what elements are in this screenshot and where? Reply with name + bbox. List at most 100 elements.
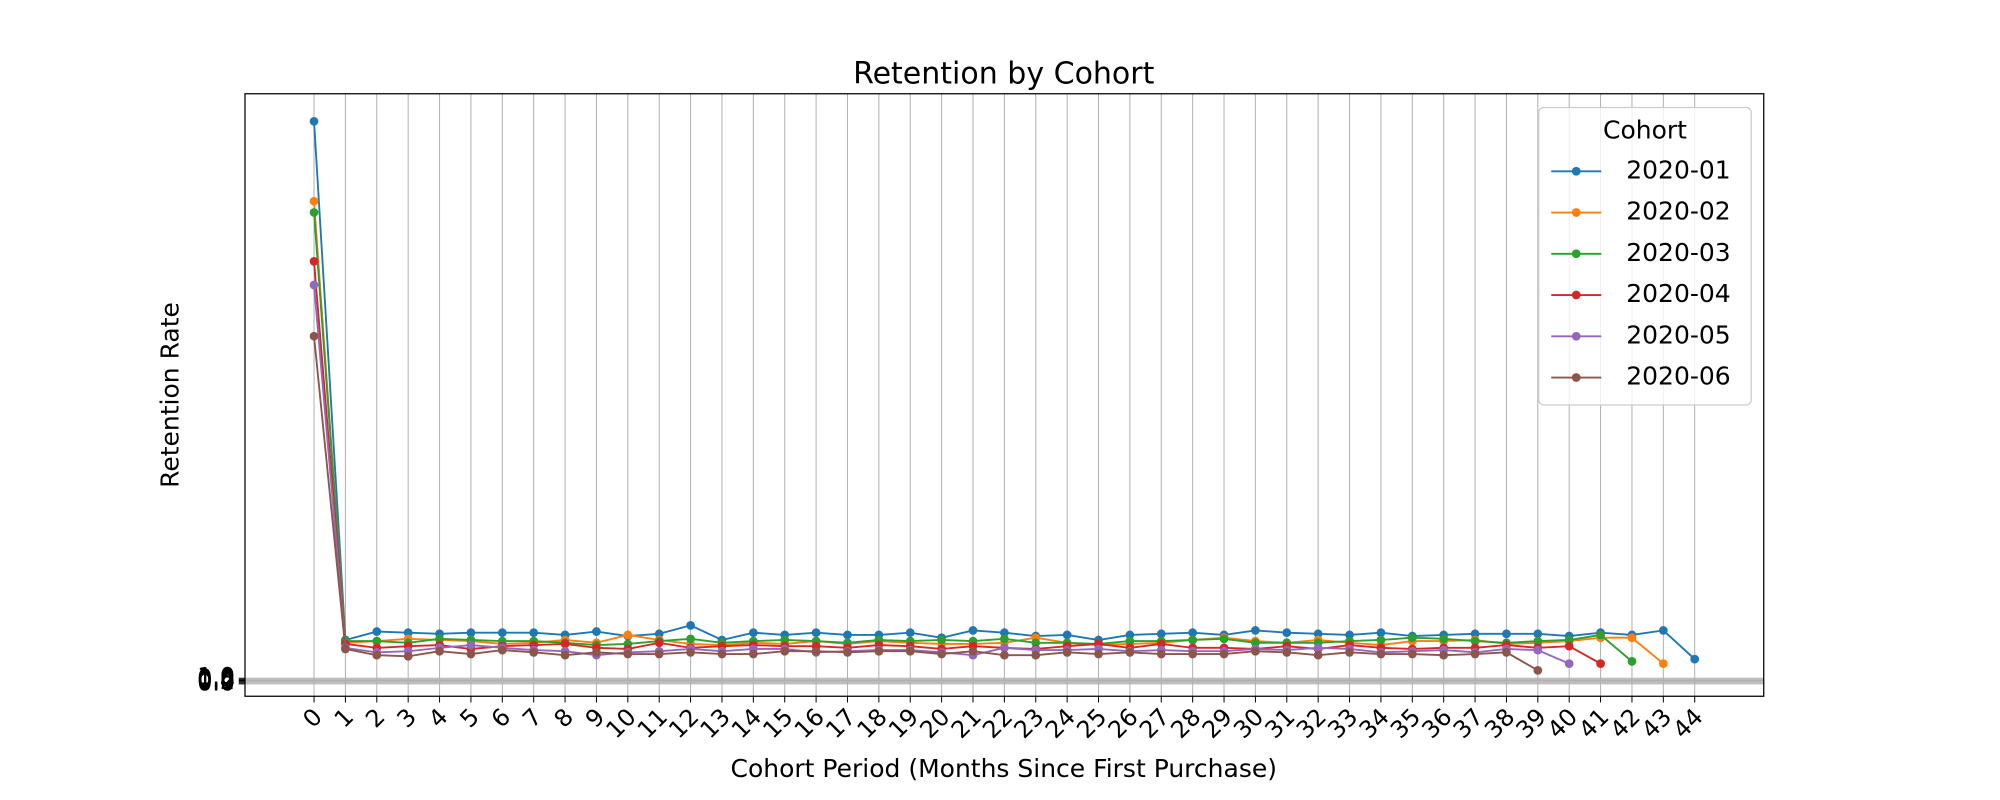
data-point	[623, 649, 633, 659]
legend-marker	[1571, 290, 1581, 300]
data-point	[686, 620, 695, 630]
data-point	[1345, 630, 1354, 640]
y-tick-label: 0.2	[197, 667, 235, 695]
chart-title: Retention by Cohort	[853, 57, 1155, 92]
data-point	[654, 629, 664, 639]
data-point	[1251, 626, 1260, 635]
data-point	[937, 649, 946, 659]
data-point	[968, 626, 978, 635]
y-tick-label: 0.6	[197, 665, 235, 693]
legend-label: 2020-06	[1626, 362, 1730, 391]
data-point	[654, 649, 664, 659]
x-axis-label: Cohort Period (Months Since First Purcha…	[731, 754, 1277, 783]
legend-label: 2020-03	[1626, 238, 1730, 267]
data-point	[1407, 633, 1417, 643]
data-point	[1156, 649, 1166, 659]
legend-box	[1538, 106, 1752, 406]
data-point	[843, 647, 852, 657]
data-point	[1282, 647, 1292, 657]
data-point	[748, 628, 758, 638]
legend-label: 2020-04	[1626, 279, 1730, 308]
data-point	[1658, 659, 1668, 668]
data-point	[1282, 628, 1292, 638]
data-point	[1313, 650, 1323, 660]
data-point	[1502, 647, 1511, 657]
data-point	[1000, 650, 1009, 660]
data-point	[686, 634, 695, 644]
data-point	[341, 644, 350, 654]
data-point	[1313, 643, 1323, 653]
data-point	[1470, 629, 1480, 639]
data-point	[780, 635, 790, 645]
data-point	[1470, 636, 1480, 646]
data-point	[1502, 629, 1511, 639]
data-point	[497, 645, 507, 655]
data-point	[466, 649, 476, 659]
data-point	[1188, 649, 1198, 659]
data-point	[1345, 647, 1354, 657]
y-tick-label: 0.4	[197, 666, 235, 694]
data-point	[309, 257, 319, 266]
data-point	[560, 639, 570, 649]
data-point	[1188, 628, 1198, 638]
data-point	[1219, 634, 1229, 644]
y-tick-label: 0.0	[197, 668, 235, 696]
data-point	[1533, 636, 1543, 646]
data-point	[466, 628, 476, 638]
data-point	[1627, 656, 1637, 666]
data-point	[1376, 635, 1386, 645]
data-point	[309, 196, 319, 206]
data-point	[1062, 647, 1072, 657]
data-point	[1533, 645, 1543, 655]
data-point	[1533, 665, 1543, 675]
legend-marker	[1571, 373, 1581, 382]
data-point	[1564, 659, 1574, 668]
data-point	[1439, 634, 1449, 644]
data-point	[1658, 626, 1668, 635]
data-point	[1251, 646, 1260, 656]
data-point	[1188, 635, 1198, 645]
data-point	[623, 630, 633, 640]
data-point	[309, 331, 319, 341]
plot-frame	[244, 93, 1765, 697]
legend-title: Cohort	[1603, 115, 1687, 144]
data-point	[905, 646, 915, 656]
data-point	[1313, 629, 1323, 639]
data-point	[309, 280, 319, 290]
data-point	[529, 628, 539, 638]
data-point	[372, 636, 382, 646]
data-point	[1156, 639, 1166, 649]
data-point	[1251, 638, 1260, 648]
data-point	[435, 646, 444, 656]
data-point	[497, 628, 507, 638]
data-point	[1000, 634, 1009, 644]
data-point	[403, 651, 413, 661]
data-point	[968, 646, 978, 656]
data-point	[811, 628, 821, 638]
data-point	[1031, 638, 1041, 648]
data-point	[372, 627, 382, 636]
data-point	[1062, 630, 1072, 640]
data-point	[1000, 643, 1009, 653]
data-point	[309, 208, 319, 217]
data-point	[780, 646, 790, 656]
data-point	[1596, 630, 1605, 640]
data-point	[1533, 629, 1543, 639]
legend-label: 2020-05	[1626, 320, 1730, 349]
legend-marker	[1571, 331, 1581, 341]
y-tick-label: 0.8	[197, 664, 235, 692]
data-point	[592, 647, 601, 657]
data-point	[843, 630, 852, 640]
data-point	[529, 647, 539, 657]
data-point	[372, 650, 382, 660]
data-point	[309, 116, 319, 126]
legend-label: 2020-01	[1626, 155, 1730, 184]
legend-marker	[1571, 249, 1581, 259]
data-point	[1000, 628, 1009, 638]
data-point	[560, 650, 570, 660]
data-point	[1125, 636, 1135, 646]
series-line	[313, 336, 1539, 672]
data-point	[937, 635, 946, 645]
